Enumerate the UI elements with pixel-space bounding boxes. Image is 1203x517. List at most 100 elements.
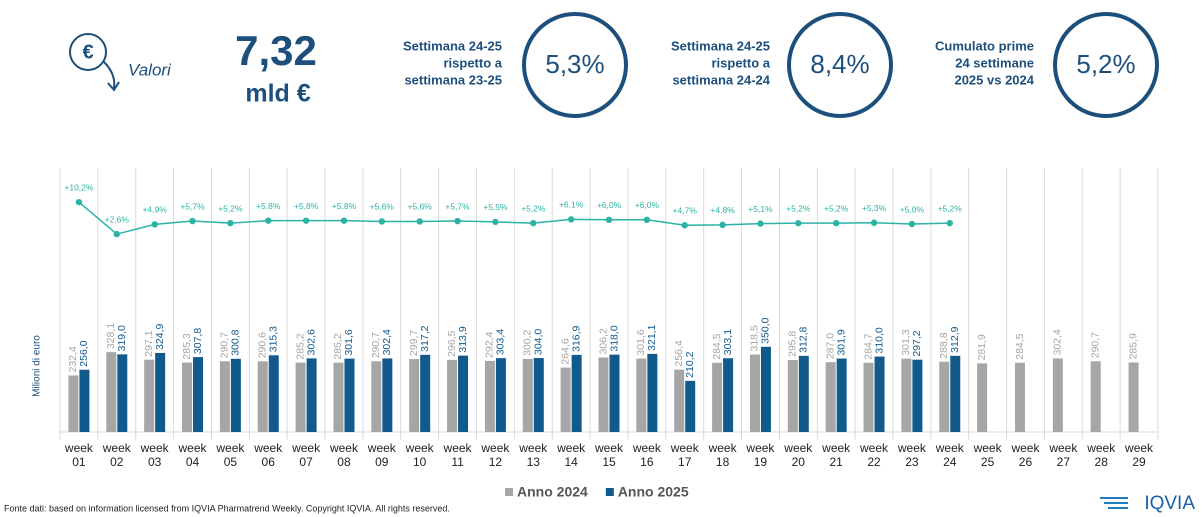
bar [912, 359, 923, 432]
bar-label: 306,2 [597, 328, 609, 354]
kpi-text: 2025 vs 2024 [954, 72, 1034, 87]
bar-label: 304,0 [533, 329, 545, 355]
legend-label: Anno 2025 [618, 484, 689, 500]
bar-label: 232,4 [67, 346, 79, 372]
x-tick-label: week 15 [594, 441, 623, 469]
x-tick-label: week 28 [1087, 441, 1116, 469]
bar [1128, 362, 1139, 432]
bar-label: 288,8 [938, 332, 950, 358]
icon-label: Valori [128, 60, 172, 79]
bar-label: 301,6 [343, 329, 355, 355]
bar-label: 300,8 [230, 329, 242, 355]
growth-label: +5,1% [748, 204, 773, 214]
bar-label: 316,9 [570, 325, 582, 351]
bar [306, 358, 317, 432]
growth-label: +5,8% [332, 201, 357, 211]
bar-label: 285,2 [294, 333, 306, 359]
bar [484, 360, 495, 432]
growth-point [265, 217, 272, 224]
bar [409, 359, 420, 432]
arrow-head [107, 81, 120, 92]
growth-label: +6,1% [559, 200, 584, 210]
x-tick-label: week 13 [519, 441, 548, 469]
kpi-circle [1053, 12, 1159, 118]
growth-label: +5,6% [408, 202, 433, 212]
bar [901, 358, 912, 432]
growth-point [492, 218, 499, 226]
x-tick-label: week 12 [481, 441, 510, 469]
bar-label: 318,5 [749, 325, 761, 351]
x-tick-label: week 21 [822, 441, 851, 469]
bar-label: 310,0 [873, 327, 885, 353]
x-tick-label: week 19 [746, 441, 775, 469]
bar-label: 301,3 [900, 329, 912, 355]
bar [106, 352, 117, 432]
x-tick-label: week 22 [860, 441, 889, 469]
bar [560, 367, 571, 432]
bar-label: 312,8 [798, 326, 810, 352]
kpi-text: Cumulato prime [935, 38, 1034, 53]
logo: IQVIA [1144, 493, 1195, 514]
bar [447, 359, 458, 432]
bar-label: 302,4 [1052, 329, 1064, 355]
bar [685, 380, 696, 432]
kpi-text: rispetto a [711, 55, 770, 70]
bar [825, 362, 836, 432]
bar [977, 363, 988, 432]
bar-label: 210,2 [684, 351, 696, 377]
bar [836, 358, 847, 432]
kpi-text: Settimana 24-25 [403, 38, 502, 53]
bar [712, 362, 723, 432]
kpi-circle [522, 12, 628, 118]
x-tick-label: week 23 [897, 441, 926, 469]
bar [182, 362, 193, 432]
growth-label: +5,0% [900, 204, 925, 214]
x-tick-label: week 01 [64, 441, 93, 469]
kpi-text: settimana 24-24 [672, 72, 770, 87]
bar [68, 375, 79, 432]
bar-label: 324,9 [154, 324, 166, 350]
bar [257, 361, 268, 432]
y-axis-label: Milioni di euro [32, 335, 43, 397]
bar-label: 297,1 [143, 330, 155, 356]
growth-point [832, 219, 840, 227]
growth-label: +5,8% [294, 201, 319, 211]
growth-point [302, 217, 310, 224]
x-tick-label: week 17 [670, 441, 699, 469]
x-tick-label: week 07 [292, 441, 321, 469]
bar [760, 346, 771, 432]
growth-point [681, 222, 688, 229]
bar-label: 318,0 [608, 325, 620, 351]
bar [874, 356, 885, 432]
growth-label: +5,3% [862, 203, 887, 213]
growth-point [151, 221, 158, 228]
growth-label: +5,2% [786, 203, 811, 213]
bar [1052, 358, 1063, 432]
bar-label: 321,1 [646, 324, 658, 350]
growth-point [567, 216, 575, 223]
growth-point [757, 220, 764, 227]
bar-label: 313,9 [457, 326, 469, 352]
bar-label: 284,7 [862, 333, 874, 359]
bar [609, 354, 620, 432]
bar-label: 264,6 [559, 338, 571, 364]
bar [571, 354, 582, 432]
bar [950, 355, 961, 432]
x-tick-label: week 08 [329, 441, 358, 469]
growth-label: +10,2% [64, 182, 94, 192]
bar [863, 362, 874, 432]
bar [787, 360, 798, 432]
growth-label: +5,2% [938, 203, 963, 213]
x-tick-label: week 03 [140, 441, 169, 469]
euro-symbol: € [82, 41, 93, 63]
bar-label: 299,7 [408, 330, 420, 356]
bar [598, 357, 609, 432]
growth-point [719, 221, 726, 229]
bar-label: 300,2 [522, 330, 534, 356]
bar-label: 285,2 [332, 333, 344, 359]
bar [533, 358, 544, 432]
bar [117, 354, 128, 432]
kpi-value: 8,4% [810, 49, 869, 79]
bar [674, 369, 685, 432]
bar-label: 292,4 [484, 331, 496, 357]
